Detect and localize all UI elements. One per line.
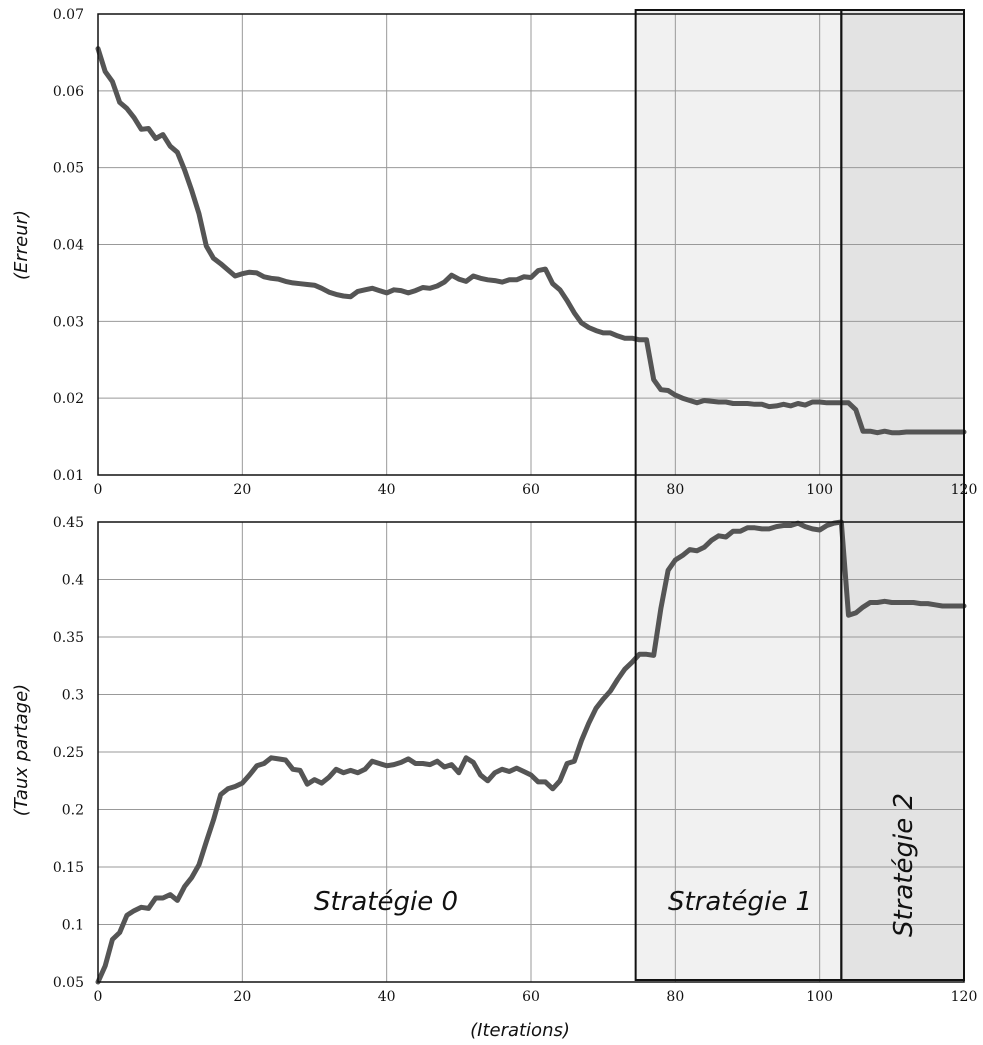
bottom-y-tick-label: 0.4	[62, 573, 84, 589]
top-x-tick-label: 40	[378, 482, 396, 498]
x-axis-label: (Iterations)	[470, 1020, 570, 1041]
top-y-tick-label: 0.07	[53, 7, 84, 23]
top-series-line	[95, 46, 967, 436]
top-x-tick-label: 100	[806, 482, 833, 498]
bottom-y-tick-label: 0.45	[53, 515, 84, 531]
top-x-tick-label: 0	[94, 482, 103, 498]
series-layer	[95, 46, 967, 985]
bottom-x-tick-label: 120	[951, 989, 978, 1005]
strategy-1-label: Stratégie 1	[668, 887, 812, 917]
bottom-y-tick-label: 0.15	[53, 860, 84, 876]
strategy-0-label: Stratégie 0	[314, 887, 458, 917]
strategy-band-1	[635, 10, 842, 980]
bottom-x-tick-label: 20	[233, 989, 251, 1005]
strategy-box-2	[840, 9, 965, 981]
bottom-y-tick-label: 0.1	[62, 918, 84, 934]
top-y-tick-label: 0.04	[53, 238, 84, 254]
bottom-y-tick-label: 0.2	[62, 803, 84, 819]
top-x-tick-label: 20	[233, 482, 251, 498]
bottom-x-tick-label: 40	[378, 989, 396, 1005]
top-x-tick-label: 120	[951, 482, 978, 498]
bottom-x-tick-label: 100	[806, 989, 833, 1005]
top-x-tick-label: 60	[522, 482, 540, 498]
bottom-y-tick-label: 0.25	[53, 745, 84, 761]
tick-labels: 0 20 40 60 80 100 120 0.01 0.02 0.03 0.04 0.05 0.06 0…	[53, 7, 978, 1005]
top-y-tick-label: 0.05	[53, 161, 84, 177]
bottom-series-line	[95, 519, 967, 985]
top-y-tick-label: 0.01	[53, 468, 84, 484]
bottom-y-axis-label: (Taux partage)	[11, 684, 32, 816]
strategy-2-label: Stratégie 2	[889, 793, 919, 937]
top-y-tick-label: 0.06	[53, 84, 84, 100]
bottom-y-tick-label: 0.3	[62, 688, 84, 704]
bottom-y-tick-label: 0.35	[53, 630, 84, 646]
bottom-x-tick-label: 0	[94, 989, 103, 1005]
bottom-x-tick-label: 80	[666, 989, 684, 1005]
top-x-tick-label: 80	[666, 482, 684, 498]
strategy-bands	[635, 10, 964, 980]
bottom-x-tick-label: 60	[522, 989, 540, 1005]
plot-frames	[97, 9, 965, 983]
top-y-tick-label: 0.03	[53, 314, 84, 330]
top-y-tick-label: 0.02	[53, 391, 84, 407]
strategy-band-2	[841, 10, 964, 980]
bottom-y-tick-label: 0.05	[53, 975, 84, 991]
top-y-axis-label: (Erreur)	[11, 210, 32, 280]
